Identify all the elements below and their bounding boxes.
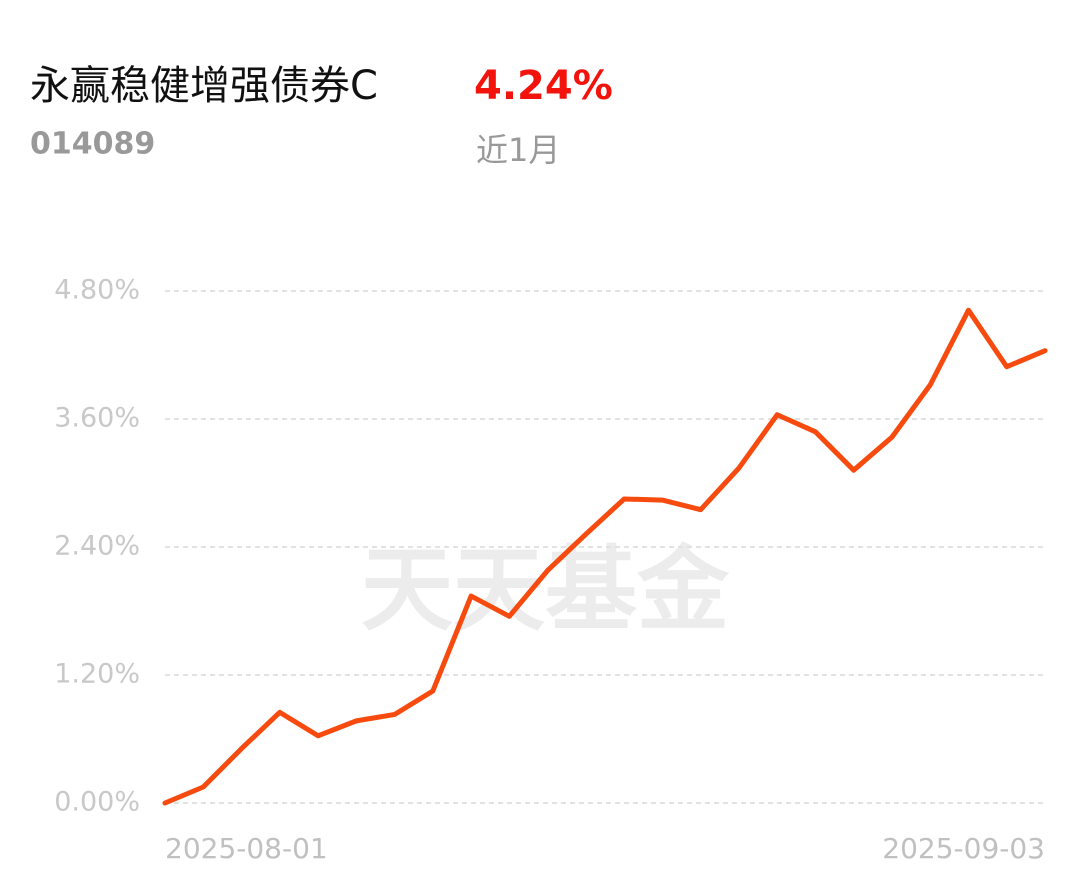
fund-code: 014089 [30, 127, 155, 162]
x-tick-label: 2025-08-01 [165, 832, 328, 865]
return-value: 4.24% [474, 63, 613, 109]
y-tick-label: 0.00% [54, 787, 140, 818]
watermark: 天天基金 [361, 536, 730, 644]
y-tick-label: 4.80% [54, 275, 140, 306]
line [162, 307, 1048, 806]
period-label: 近1月 [476, 131, 560, 169]
y-tick-label: 3.60% [54, 403, 140, 434]
chart-title: 永赢稳健增强债券C [30, 63, 378, 109]
x-tick-label: 2025-09-03 [882, 832, 1045, 865]
y-tick-label: 2.40% [54, 531, 140, 562]
y-tick-label: 1.20% [54, 659, 140, 690]
